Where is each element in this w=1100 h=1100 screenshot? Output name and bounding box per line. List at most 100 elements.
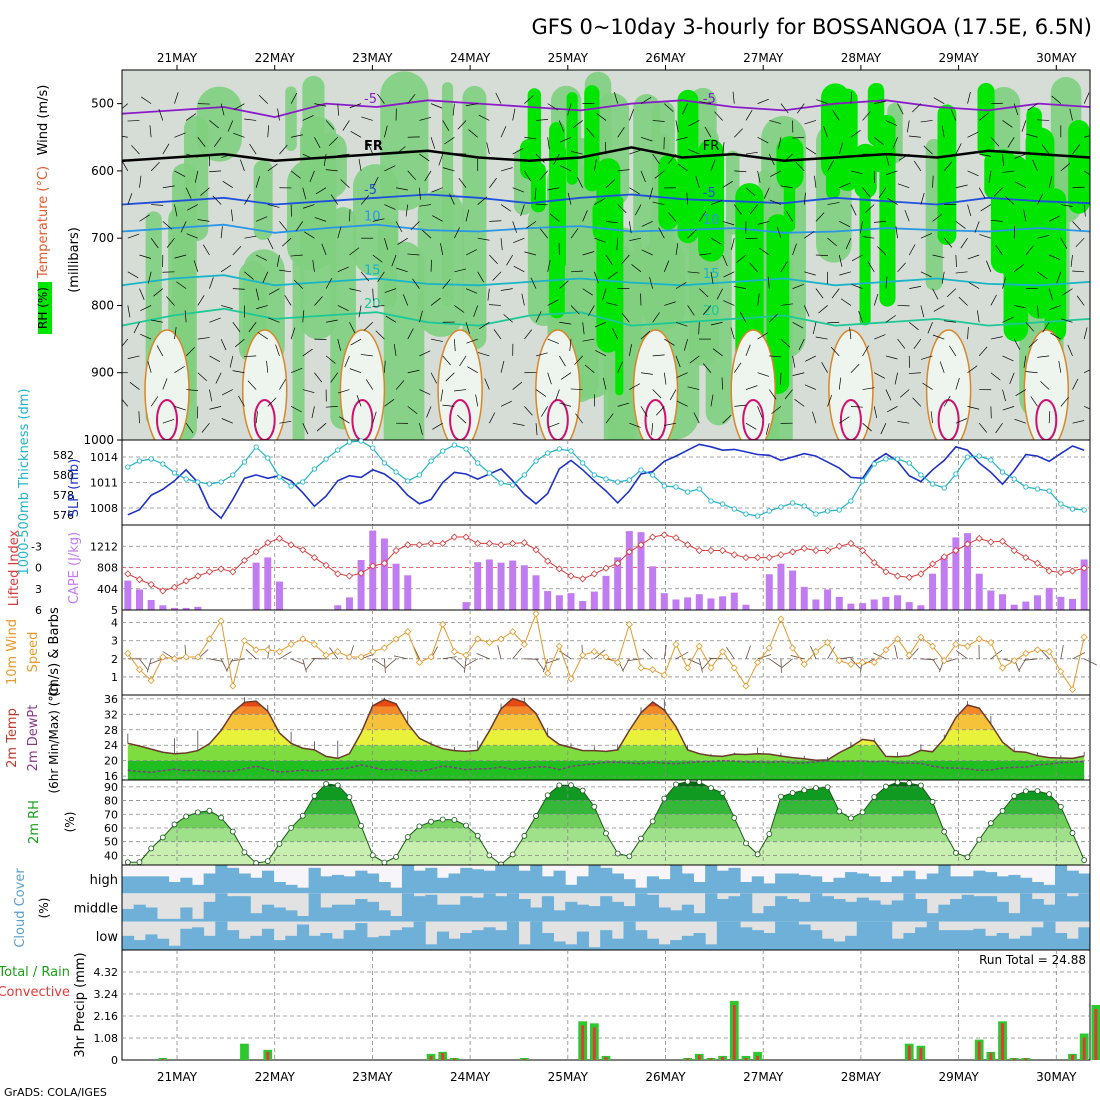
cape-bar bbox=[1069, 598, 1077, 610]
wind-barb bbox=[1023, 209, 1027, 222]
rh-legend-swatch bbox=[38, 282, 52, 334]
thickness-point bbox=[323, 456, 329, 462]
cloud-cell bbox=[308, 867, 321, 894]
cloud-cell bbox=[1031, 899, 1044, 922]
wind-barb bbox=[582, 251, 595, 256]
wind-barb bbox=[162, 418, 175, 424]
wind-barb-10m bbox=[726, 646, 735, 660]
wind-speed-point bbox=[415, 658, 423, 667]
rh-point bbox=[1046, 791, 1053, 798]
wind-barb bbox=[974, 221, 980, 233]
wind-axis-title-1: 10m Wind bbox=[5, 619, 20, 685]
rh-point bbox=[1022, 788, 1029, 795]
isotherm-label: 10 bbox=[703, 213, 720, 228]
cloud-cell bbox=[821, 938, 834, 950]
thickness-point bbox=[381, 460, 388, 466]
precip-conv-bar bbox=[989, 1052, 993, 1060]
thickness-point bbox=[743, 511, 749, 517]
wind-barb bbox=[827, 394, 833, 407]
cloud-cell bbox=[343, 930, 356, 950]
wind-barb bbox=[676, 372, 688, 378]
wind-barb bbox=[489, 177, 497, 188]
wind-barb bbox=[432, 422, 443, 430]
wind-barb bbox=[432, 215, 443, 222]
wind-barb bbox=[506, 254, 513, 266]
wind-barb bbox=[1025, 322, 1034, 332]
cape-bar bbox=[800, 586, 808, 610]
wind-barb bbox=[675, 282, 687, 289]
wind-barb bbox=[803, 305, 810, 317]
wind-barb bbox=[442, 279, 451, 289]
cape-bar bbox=[859, 603, 867, 610]
cape-bar bbox=[357, 560, 365, 610]
wind-barb bbox=[244, 118, 257, 121]
cloud-cell bbox=[868, 900, 881, 922]
wind-tick-label: 4 bbox=[111, 617, 118, 630]
wind-barb bbox=[220, 338, 227, 351]
cloud-cell bbox=[553, 870, 566, 894]
wind-legend-label: Wind (m/s) bbox=[36, 85, 51, 156]
cloud-cell bbox=[215, 865, 228, 894]
wind-barb bbox=[140, 333, 152, 340]
wind-speed-point bbox=[765, 644, 773, 652]
cloud-cell bbox=[483, 870, 496, 894]
wind-barb bbox=[980, 204, 992, 212]
wind-barb bbox=[794, 399, 805, 407]
cape-bar bbox=[835, 596, 843, 610]
day-label-top: 27MAY bbox=[743, 51, 784, 65]
wind-barb bbox=[955, 254, 957, 268]
rh-point bbox=[369, 852, 376, 859]
wind-barb-10m bbox=[463, 658, 467, 673]
temp-band bbox=[127, 745, 1085, 761]
wind-barb bbox=[920, 271, 932, 278]
cape-bar bbox=[497, 562, 505, 610]
cape-bar bbox=[1080, 559, 1088, 610]
isotherm-line bbox=[122, 307, 1090, 327]
wind-barb-10m bbox=[279, 651, 292, 660]
wind-barb bbox=[349, 103, 362, 109]
credit-label: GrADS: COLA/IGES bbox=[4, 1086, 107, 1099]
wind-barb bbox=[897, 183, 910, 189]
wind-barb bbox=[384, 125, 388, 138]
cloud-cell bbox=[390, 887, 403, 894]
wind-barb bbox=[734, 204, 742, 215]
wind-barb bbox=[454, 339, 456, 352]
wind-speed-point bbox=[124, 649, 132, 657]
wind-barb bbox=[960, 237, 968, 249]
wind-barb bbox=[302, 153, 314, 160]
thickness-point bbox=[661, 483, 667, 489]
rh-point bbox=[824, 784, 831, 791]
wind-barb bbox=[668, 153, 677, 164]
wind-barb bbox=[749, 204, 758, 215]
wind-barb bbox=[479, 321, 490, 330]
wind-barb bbox=[885, 154, 890, 166]
wind-barb bbox=[654, 170, 665, 179]
wind-barb-10m bbox=[1023, 658, 1038, 661]
wind-barb bbox=[845, 238, 852, 250]
cloud-cell bbox=[553, 910, 566, 922]
precip-conv-bar bbox=[732, 1005, 736, 1060]
cloud-cell bbox=[238, 938, 251, 950]
dry-core bbox=[925, 329, 972, 440]
thickness-point bbox=[521, 472, 528, 478]
wind-speed-point bbox=[1022, 649, 1030, 657]
wind-barb bbox=[255, 288, 260, 301]
cloud-cell bbox=[133, 940, 146, 950]
pressure-tick-label: 900 bbox=[91, 366, 114, 380]
wind-barb bbox=[675, 243, 679, 256]
li-point bbox=[135, 575, 144, 584]
wind-barb bbox=[156, 345, 164, 357]
wind-barb bbox=[605, 413, 614, 424]
rh-point bbox=[626, 853, 633, 860]
wind-speed-point bbox=[334, 648, 342, 656]
wind-speed-point bbox=[275, 648, 284, 656]
wind-barb bbox=[629, 149, 641, 155]
day-label-bottom: 29MAY bbox=[938, 1070, 979, 1084]
wind-barb bbox=[385, 315, 397, 323]
wind-speed-point bbox=[439, 620, 447, 629]
precip-conv-bar bbox=[581, 1025, 585, 1060]
wind-barb bbox=[1002, 154, 1004, 167]
cloud-cell bbox=[915, 899, 928, 922]
wind-barb bbox=[949, 345, 957, 357]
cloud-cell bbox=[413, 921, 426, 950]
